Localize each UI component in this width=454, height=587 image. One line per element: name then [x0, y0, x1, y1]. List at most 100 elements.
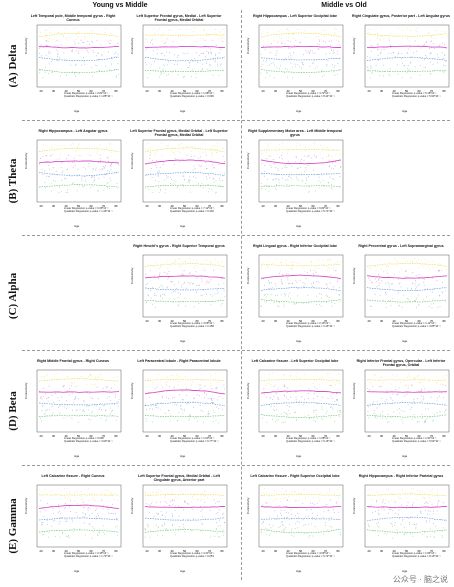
data-point: [429, 535, 431, 537]
data-point: [183, 523, 184, 525]
data-point: [175, 69, 177, 71]
data-point: [395, 512, 397, 514]
x-tick-label: 20: [39, 204, 43, 208]
data-point: [371, 306, 372, 307]
linear-pvalue: Linear Regression p-value = 6.36*10⁻¹: [64, 207, 109, 210]
data-point: [83, 522, 85, 524]
data-point: [407, 28, 409, 30]
data-point: [261, 531, 263, 533]
x-axis-label: Age: [296, 109, 302, 113]
data-point: [201, 509, 203, 511]
x-tick-label: 20: [145, 434, 149, 438]
data-point: [287, 179, 289, 181]
data-point: [267, 265, 269, 266]
data-point: [274, 518, 276, 520]
data-point: [218, 509, 220, 511]
data-point: [216, 145, 218, 147]
data-point: [417, 420, 419, 422]
data-point: [446, 375, 448, 377]
data-point: [96, 380, 98, 382]
data-point: [149, 494, 151, 496]
plot-area: 20 30 40 50 60 70 80: [142, 24, 228, 99]
data-point: [265, 61, 267, 63]
data-point: [375, 64, 377, 66]
data-point: [281, 521, 283, 523]
data-point: [115, 172, 117, 174]
data-point: [77, 398, 79, 400]
data-point: [150, 42, 151, 43]
data-point: [168, 145, 169, 147]
data-point: [381, 508, 383, 510]
data-point: [158, 181, 160, 182]
data-point: [317, 148, 319, 150]
fit-curve: [366, 414, 448, 418]
data-point: [87, 409, 89, 411]
data-point: [422, 299, 424, 301]
data-point: [337, 63, 339, 65]
data-point: [206, 394, 207, 396]
data-point: [316, 487, 318, 489]
data-point: [149, 396, 151, 398]
data-point: [423, 497, 425, 499]
data-point: [338, 40, 340, 42]
data-point: [216, 406, 218, 408]
data-point: [415, 298, 417, 300]
data-point: [116, 419, 118, 421]
data-point: [429, 501, 431, 502]
data-point: [189, 62, 191, 64]
data-point: [69, 506, 70, 508]
data-point: [222, 155, 224, 157]
data-point: [286, 167, 288, 168]
data-point: [157, 175, 159, 177]
data-point: [107, 187, 108, 189]
data-point: [303, 270, 305, 272]
data-point: [399, 518, 401, 520]
data-point: [162, 155, 163, 157]
linear-pvalue: Linear Regression p-value = 6.82*10⁻¹: [286, 207, 331, 210]
data-point: [273, 77, 275, 79]
data-point: [87, 510, 89, 511]
x-tick-label: 40: [286, 549, 290, 553]
data-point: [330, 395, 332, 397]
data-point: [413, 52, 415, 54]
data-point: [395, 502, 397, 503]
data-point: [328, 373, 330, 375]
data-point: [192, 406, 194, 408]
data-point: [39, 163, 40, 165]
data-point: [88, 523, 90, 525]
data-point: [437, 503, 439, 505]
data-point: [111, 410, 112, 412]
data-point: [183, 283, 185, 284]
data-point: [158, 27, 160, 29]
data-point: [409, 524, 410, 526]
data-point: [302, 302, 304, 304]
data-point: [318, 501, 320, 503]
data-point: [406, 71, 408, 73]
data-point: [45, 409, 47, 411]
data-point: [313, 417, 315, 419]
data-point: [287, 512, 289, 514]
data-point: [171, 493, 173, 495]
data-point: [216, 289, 218, 291]
data-point: [166, 74, 168, 76]
data-point: [61, 396, 63, 398]
data-point: [390, 493, 392, 495]
data-point: [423, 278, 425, 280]
data-point: [408, 522, 410, 524]
data-point: [211, 300, 213, 302]
data-point: [95, 167, 97, 169]
linear-pvalue: Linear Regression p-value = 0.048: [64, 437, 104, 440]
data-point: [221, 278, 223, 279]
data-point: [192, 169, 194, 171]
x-tick-label: 30: [380, 549, 384, 553]
fit-curve: [144, 389, 226, 395]
data-point: [328, 259, 330, 261]
data-point: [304, 415, 306, 417]
data-point: [58, 498, 60, 499]
data-point: [162, 70, 164, 72]
data-point: [68, 161, 70, 163]
data-point: [380, 39, 381, 41]
data-point: [45, 155, 47, 156]
data-point: [74, 43, 76, 45]
data-point: [366, 55, 368, 57]
